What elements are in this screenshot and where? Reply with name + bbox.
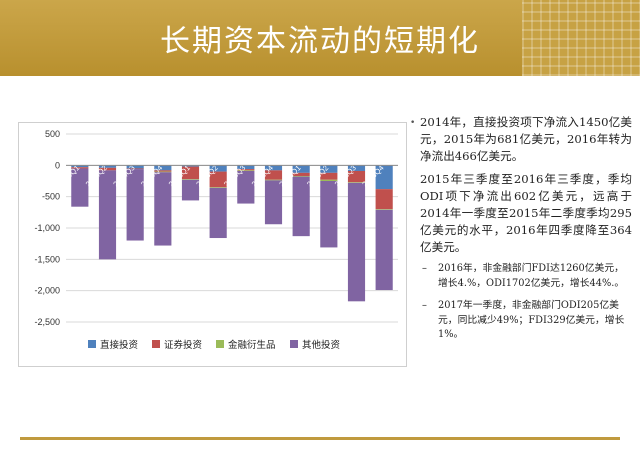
legend-swatch xyxy=(88,340,96,348)
bar-segment xyxy=(71,167,89,169)
bar-segment xyxy=(237,170,255,171)
bar-segment xyxy=(375,209,393,210)
bar-segment xyxy=(209,187,227,239)
chart-frame xyxy=(18,122,407,367)
bar-segment xyxy=(347,182,366,183)
bar-segment xyxy=(154,165,172,171)
legend-label: 其他投资 xyxy=(302,339,341,351)
legend-swatch xyxy=(152,340,160,348)
paragraph-1: 2014年，直接投资项下净流入1450亿美元，2015年为681亿美元，2016… xyxy=(420,115,632,163)
sub-bullet-text: 2017年一季度，非金融部门ODI205亿美元，同比减少49%；FDI329亿美… xyxy=(438,300,625,340)
y-tick-label: 0 xyxy=(55,160,60,170)
bar-segment xyxy=(209,187,227,188)
bar-segment xyxy=(154,171,172,173)
slide-title: 长期资本流动的短期化 xyxy=(160,24,480,59)
legend-label: 金融衍生品 xyxy=(228,339,276,351)
bar-segment xyxy=(292,176,310,237)
y-tick-label: -1,000 xyxy=(34,223,60,233)
bar-segment xyxy=(264,170,283,180)
bar-segment xyxy=(237,165,255,170)
bar-segment xyxy=(292,175,310,177)
legend-swatch xyxy=(216,340,224,348)
bar-segment xyxy=(264,180,283,225)
bar-segment xyxy=(320,165,338,173)
bar-segment xyxy=(71,168,89,207)
bar-segment xyxy=(209,171,227,188)
bar-segment xyxy=(347,165,366,171)
bar-segment xyxy=(264,165,283,171)
bar-segment xyxy=(264,179,283,181)
footer-divider xyxy=(20,437,620,440)
bar-segment xyxy=(154,170,172,172)
bar-segment xyxy=(292,172,310,176)
sub-bullet-text: 2016年，非金融部门FDI达1260亿美元，增长4.%，ODI1702亿美元，… xyxy=(438,263,625,289)
bar-segment xyxy=(181,165,200,167)
bar-segment xyxy=(320,179,338,181)
banner-pattern xyxy=(522,0,640,76)
bar-segment xyxy=(98,165,117,168)
sub-bullet-2: – 2017年一季度，非金融部门ODI205亿美元，同比减少49%；FDI329… xyxy=(420,299,632,343)
bar-segment xyxy=(98,167,117,171)
bar-segment xyxy=(181,166,200,180)
sub-bullet-1: – 2016年，非金融部门FDI达1260亿美元，增长4.%，ODI1702亿美… xyxy=(420,262,632,291)
bar-segment xyxy=(375,165,393,190)
bar-segment xyxy=(126,169,144,241)
bar-segment xyxy=(126,165,144,169)
legend-label: 直接投资 xyxy=(100,339,139,351)
bar-segment xyxy=(209,165,227,172)
bar-segment xyxy=(237,170,255,204)
y-tick-label: -500 xyxy=(42,192,60,202)
legend-label: 证券投资 xyxy=(164,339,203,351)
text-column: 2014年，直接投资项下净流入1450亿美元，2015年为681亿美元，2016… xyxy=(420,114,632,351)
bar-segment xyxy=(375,209,393,291)
bar-segment xyxy=(292,165,310,173)
y-tick-label: -2,000 xyxy=(34,286,60,296)
y-tick-label: 500 xyxy=(45,129,60,139)
bar-segment xyxy=(347,182,366,302)
paragraph-2: 2015年三季度至2016年三季度，季均ODI项下净流出602亿美元，远高于20… xyxy=(420,172,632,254)
bar-segment xyxy=(71,165,89,168)
bar-segment xyxy=(237,169,255,171)
bar-segment xyxy=(375,189,393,210)
bar-segment xyxy=(181,179,200,201)
sub-bullet-dash: – xyxy=(422,263,427,274)
bar-segment xyxy=(98,170,117,260)
bar-segment xyxy=(320,172,338,180)
legend-swatch xyxy=(290,340,298,348)
sub-bullet-dash: – xyxy=(422,300,427,311)
bar-segment xyxy=(347,170,366,183)
bar-segment xyxy=(154,172,172,246)
y-tick-label: -2,500 xyxy=(34,317,60,327)
bar-segment xyxy=(181,179,200,180)
bar-segment xyxy=(320,181,338,248)
bar-segment xyxy=(126,168,144,170)
y-tick-label: -1,500 xyxy=(34,254,60,264)
bullet-marker: • xyxy=(410,118,416,128)
